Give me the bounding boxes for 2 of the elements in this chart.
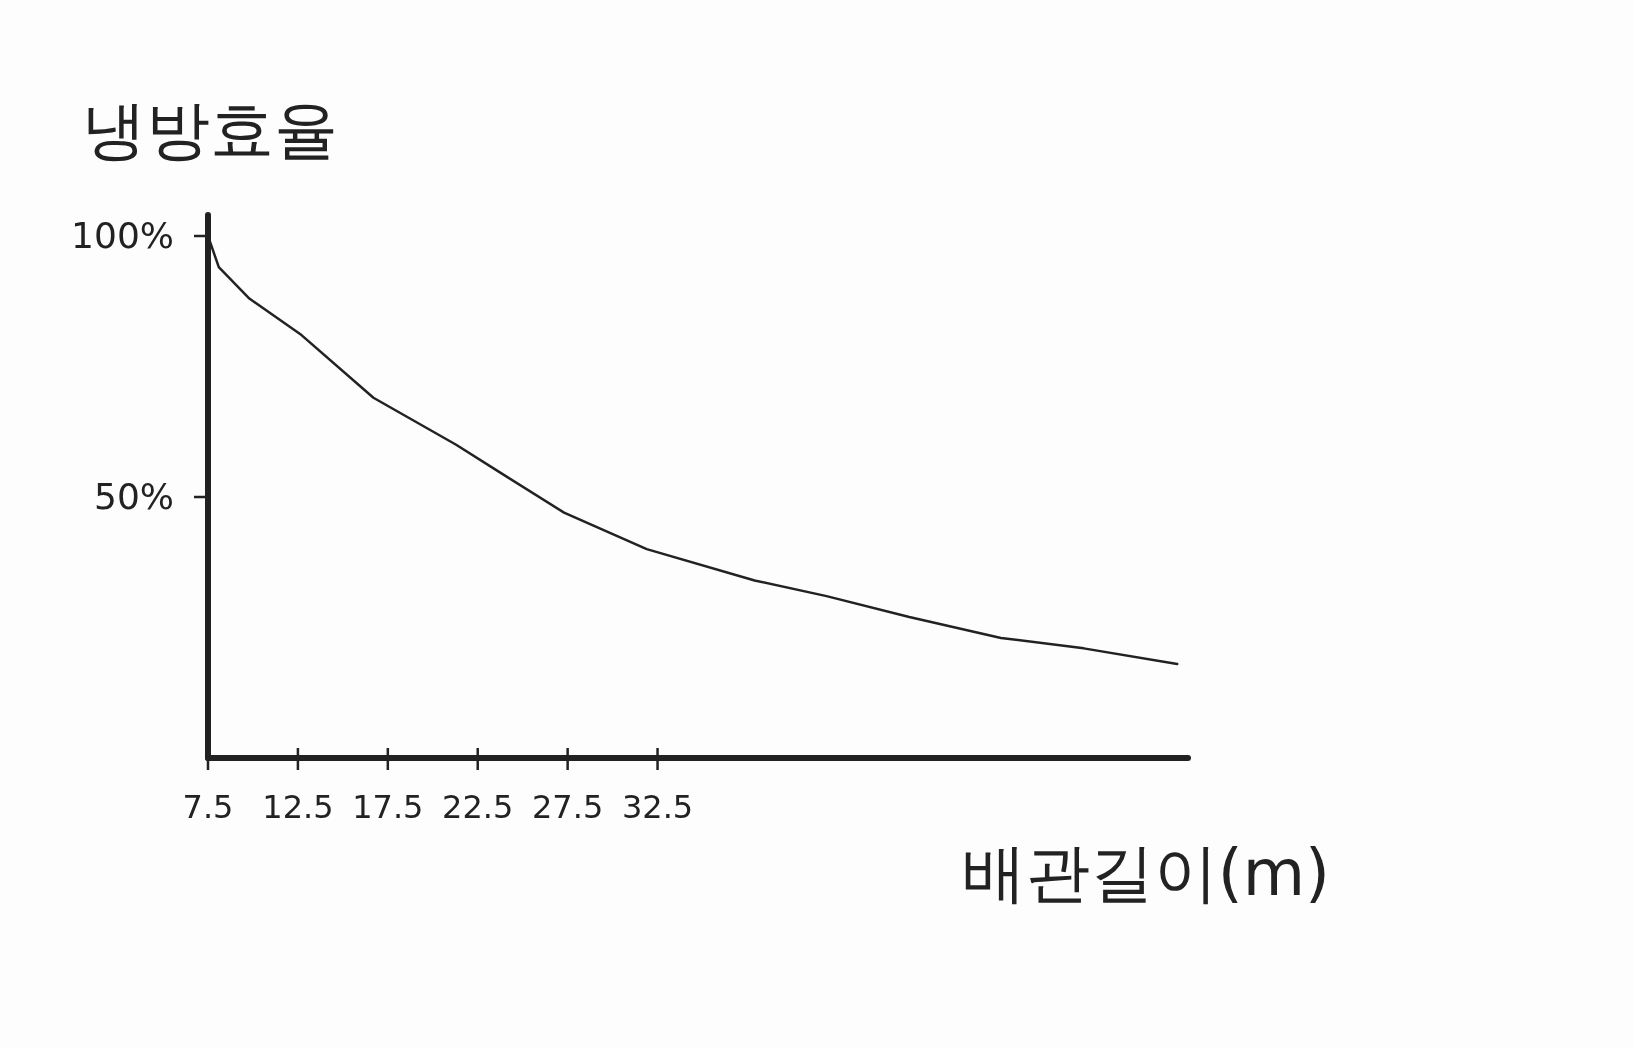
xlabel: 배관길이(m) xyxy=(961,836,1330,910)
ylabel: 냉방효율 xyxy=(82,93,338,167)
